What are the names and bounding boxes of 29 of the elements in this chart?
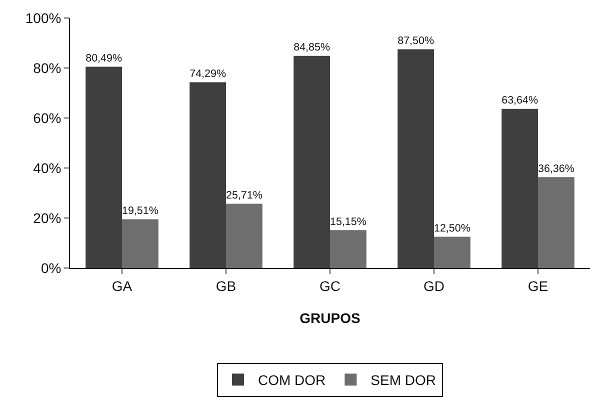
data-label: 63,64% [502, 94, 538, 107]
data-label: 36,36% [538, 162, 575, 175]
y-tick-label: 0% [40, 260, 62, 276]
x-tick-label: GD [424, 278, 444, 294]
data-label: 87,50% [398, 34, 434, 47]
y-tick-label: 80% [33, 60, 62, 76]
data-label: 80,49% [86, 52, 122, 64]
data-label: 12,50% [434, 222, 471, 234]
data-label: 74,29% [190, 68, 226, 80]
x-tick-label: GC [320, 278, 340, 294]
y-tick-label: 40% [33, 160, 62, 176]
y-tick-label: 60% [33, 110, 62, 126]
x-tick-label: GA [112, 278, 133, 294]
x-tick-label: GB [216, 278, 236, 294]
y-tick-label: 20% [33, 210, 62, 226]
bar [330, 230, 366, 268]
bar [434, 236, 470, 268]
bar [226, 204, 262, 268]
data-label: 84,85% [294, 42, 330, 54]
data-label: 15,15% [330, 216, 367, 228]
bar [122, 219, 158, 268]
data-label: 25,71% [226, 189, 263, 202]
x-axis-title: GRUPOS [300, 310, 360, 326]
y-tick-label: 100% [25, 10, 62, 26]
legend-label: COM DOR [258, 372, 326, 388]
data-label: 19,51% [122, 204, 159, 217]
legend-label: SEM DOR [370, 372, 436, 388]
bar [538, 177, 574, 268]
x-tick-label: GE [528, 278, 548, 294]
